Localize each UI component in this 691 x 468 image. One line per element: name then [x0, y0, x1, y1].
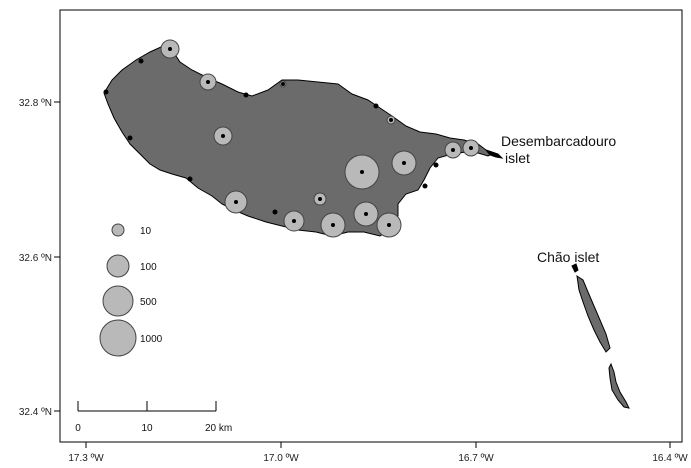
scale-label: 0 — [75, 423, 81, 434]
legend-circle — [111, 223, 125, 237]
x-tick-label: 16.4 ºW — [652, 453, 688, 464]
legend-label: 100 — [140, 262, 157, 273]
site-marker — [373, 103, 379, 109]
x-tick-label: 17.0 ºW — [263, 453, 299, 464]
site-marker — [206, 80, 210, 84]
site-marker — [469, 146, 473, 150]
y-axis: 32.8 ºN 32.6 ºN 32.4 ºN — [19, 98, 60, 418]
site-marker — [422, 183, 428, 189]
x-axis: 17.3 ºW 17.0 ºW 16.7 ºW 16.4 ºW — [68, 442, 688, 464]
site-marker — [387, 223, 391, 227]
chao-islet — [571, 263, 579, 273]
site-marker — [243, 92, 249, 98]
desembarcadouro-islet — [484, 148, 504, 159]
legend-label: 1000 — [140, 334, 163, 345]
site-marker — [402, 161, 406, 165]
site-marker — [127, 135, 133, 141]
site-marker — [138, 58, 144, 64]
legend-label: 10 — [140, 226, 152, 237]
scale-label: 10 — [141, 423, 153, 434]
legend-circle — [102, 285, 134, 317]
site-marker — [331, 223, 335, 227]
size-legend: 10 100 500 1000 — [99, 223, 163, 357]
chao-islet-label: Chão islet — [537, 249, 599, 265]
legend-label: 500 — [140, 297, 157, 308]
y-tick-label: 32.8 ºN — [19, 98, 52, 109]
site-marker — [433, 162, 439, 168]
site-marker — [221, 134, 225, 138]
site-marker — [168, 47, 172, 51]
site-marker — [360, 170, 364, 174]
desembarcadouro-label: Desembarcadouro — [501, 133, 616, 149]
legend-circle — [106, 254, 130, 278]
x-tick-label: 17.3 ºW — [68, 453, 104, 464]
site-marker — [187, 176, 193, 182]
site-marker — [292, 219, 296, 223]
site-marker — [451, 148, 455, 152]
x-tick-label: 16.7 ºW — [458, 453, 494, 464]
scale-label: 20 km — [205, 423, 232, 434]
site-markers — [103, 47, 473, 227]
site-marker — [389, 118, 393, 122]
desembarcadouro-label-2: islet — [505, 150, 530, 166]
y-tick-label: 32.4 ºN — [19, 407, 52, 418]
site-marker — [364, 212, 368, 216]
site-marker — [318, 197, 322, 201]
deserta-grande — [576, 274, 611, 353]
legend-circle — [99, 319, 137, 357]
site-marker — [103, 89, 109, 95]
site-marker — [281, 82, 285, 86]
scale-bar — [77, 401, 217, 412]
bugio-islet — [608, 362, 630, 409]
site-marker — [234, 200, 238, 204]
site-marker — [272, 209, 278, 215]
y-tick-label: 32.6 ºN — [19, 253, 52, 264]
